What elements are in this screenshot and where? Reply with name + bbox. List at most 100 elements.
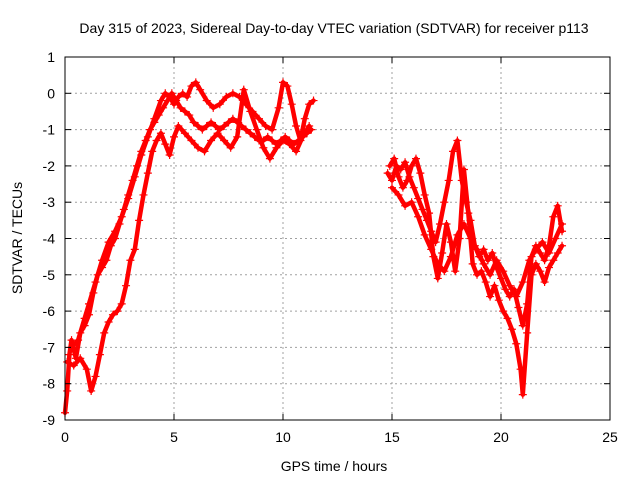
x-tick-label: 15 (384, 429, 400, 445)
data-point-marker (174, 121, 183, 130)
data-point-marker (401, 158, 410, 167)
data-point-marker (193, 143, 202, 152)
data-point-marker (207, 136, 216, 145)
data-point-marker (440, 198, 449, 207)
data-point-marker (544, 263, 553, 272)
data-point-marker (451, 267, 460, 276)
data-point-marker (298, 132, 307, 141)
data-point-marker (263, 132, 272, 141)
data-point-marker (401, 201, 410, 210)
data-point-marker (143, 169, 152, 178)
data-point-marker (486, 270, 495, 279)
data-point-marker (224, 118, 233, 127)
data-point-marker (414, 212, 423, 221)
x-tick-label: 20 (493, 429, 509, 445)
series-trace (69, 80, 316, 350)
data-point-marker (481, 278, 490, 287)
data-point-marker (507, 325, 516, 334)
y-tick-label: 1 (47, 49, 55, 65)
data-point-marker (209, 103, 218, 112)
y-tick-label: -8 (43, 376, 56, 392)
data-point-marker (477, 267, 486, 276)
data-point-marker (130, 172, 139, 181)
data-point-marker (512, 292, 521, 301)
data-point-marker (394, 190, 403, 199)
data-point-marker (220, 121, 229, 130)
data-point-marker (272, 143, 281, 152)
y-tick-label: -9 (43, 412, 56, 428)
series-late-track-c (388, 183, 567, 301)
data-point-marker (180, 107, 189, 116)
series-upper-track (67, 78, 318, 352)
data-point-marker (95, 350, 104, 359)
data-point-marker (215, 100, 224, 109)
data-point-marker (228, 89, 237, 98)
data-point-marker (516, 365, 525, 374)
data-point-marker (425, 209, 434, 218)
data-point-marker (499, 307, 508, 316)
data-point-marker (551, 234, 560, 243)
data-point-marker (220, 136, 229, 145)
chart-title: Day 315 of 2023, Sidereal Day-to-day VTE… (79, 20, 588, 36)
data-point-marker (514, 303, 523, 312)
data-point-marker (148, 147, 157, 156)
data-point-marker (213, 129, 222, 138)
data-point-marker (137, 151, 146, 160)
data-point-marker (407, 161, 416, 170)
data-point-marker (122, 281, 131, 290)
data-point-marker (411, 154, 420, 163)
data-point-marker (394, 172, 403, 181)
data-point-marker (98, 256, 107, 265)
data-point-marker (100, 328, 109, 337)
y-tick-label: -7 (43, 339, 56, 355)
data-point-marker (433, 274, 442, 283)
data-point-marker (449, 147, 458, 156)
data-point-marker (261, 121, 270, 130)
data-point-marker (388, 183, 396, 192)
data-point-marker (161, 89, 170, 98)
data-point-marker (187, 82, 196, 91)
data-point-marker (292, 121, 301, 130)
data-point-marker (255, 114, 264, 123)
data-point-marker (252, 125, 261, 134)
data-point-marker (279, 136, 287, 145)
data-point-marker (416, 169, 425, 178)
data-point-marker (76, 354, 85, 363)
data-point-marker (170, 100, 178, 109)
data-point-marker (265, 154, 274, 163)
data-point-marker (499, 267, 508, 276)
data-point-marker (124, 194, 133, 203)
data-point-marker (126, 256, 135, 265)
data-point-marker (398, 183, 407, 192)
data-point-marker (497, 274, 505, 283)
data-point-marker (438, 249, 447, 258)
data-point-marker (494, 296, 503, 305)
data-point-marker (200, 147, 209, 156)
x-axis-ticks: 0 5 10 15 20 25 (61, 57, 618, 445)
data-point-marker (74, 336, 83, 345)
data-point-marker (246, 129, 255, 138)
data-point-marker (553, 201, 562, 210)
data-point-marker (309, 96, 318, 105)
data-point-marker (156, 96, 165, 105)
data-point-marker (531, 259, 540, 268)
data-point-marker (268, 125, 277, 134)
data-point-marker (283, 82, 292, 91)
data-point-marker (440, 267, 449, 276)
data-point-marker (228, 114, 237, 123)
data-point-marker (152, 136, 161, 145)
data-point-marker (503, 314, 512, 323)
data-point-marker (473, 270, 482, 279)
data-point-marker (407, 198, 416, 207)
data-point-marker (518, 321, 527, 330)
data-point-marker (390, 154, 399, 163)
data-point-marker (226, 143, 235, 152)
data-point-marker (553, 249, 562, 258)
data-point-marker (414, 194, 423, 203)
data-point-marker (505, 281, 514, 290)
data-point-marker (191, 78, 200, 87)
data-point-marker (385, 161, 394, 170)
data-point-marker (165, 92, 174, 101)
data-point-marker (501, 285, 510, 294)
data-point-marker (104, 238, 113, 247)
